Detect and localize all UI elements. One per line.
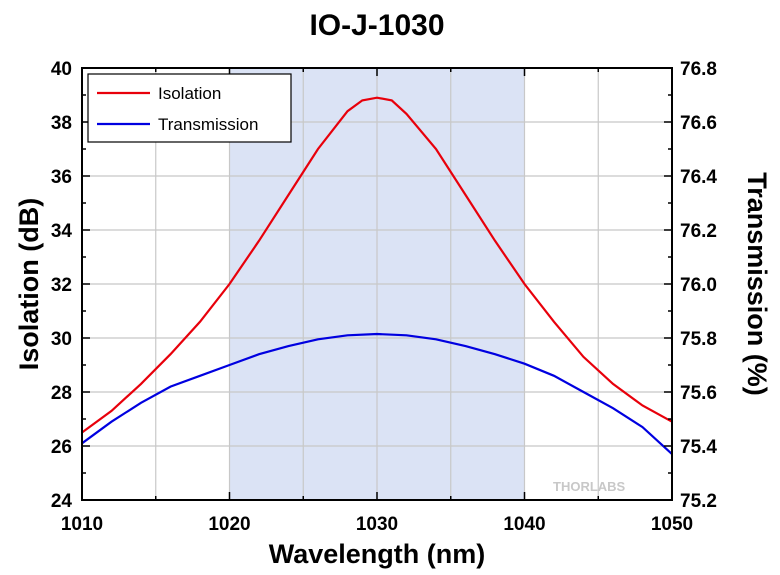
legend-label-isolation: Isolation [158,84,221,103]
y2-tick-label: 76.6 [680,113,717,134]
thorlabs-logo: THORLABS [553,479,626,494]
x-tick-label: 1040 [503,514,545,535]
y-tick-labels: 24 26 28 30 32 34 36 38 40 [51,59,73,512]
y-tick-label: 24 [51,491,73,512]
y2-tick-label: 76.2 [680,221,717,242]
series-line-isolation [81,96,673,434]
legend-box [87,73,292,143]
x-tick-label: 1020 [208,514,250,535]
y2-tick-label: 76.8 [680,59,717,80]
y2-tick-label: 75.8 [680,329,717,350]
x-axis-label: Wavelength (nm) [269,539,486,569]
y2-tick-label: 75.6 [680,383,717,404]
plot-frame [81,67,673,501]
x-tick-label: 1050 [651,514,693,535]
y-tick-label: 34 [51,221,73,242]
y-tick-label: 40 [51,59,72,80]
y-axis-label: Isolation (dB) [14,198,44,370]
x-tick-labels: 1010 1020 1030 1040 1050 [61,514,693,535]
grid [82,68,672,500]
y-tick-label: 30 [51,329,72,350]
y-tick-label: 36 [51,167,72,188]
y2-axis-label: Transmission (%) [742,172,772,396]
y-tick-label: 28 [51,383,72,404]
legend-label-transmission: Transmission [158,115,258,134]
y2-tick-label: 76.4 [680,167,717,188]
y-tick-label: 32 [51,275,72,296]
y2-tick-label: 76.0 [680,275,717,296]
series-line-transmission [81,332,673,455]
legend: Isolation Transmission [87,73,292,143]
y-tick-label: 38 [51,113,72,134]
y2-tick-label: 75.4 [680,437,717,458]
x-tick-label: 1030 [356,514,398,535]
x-tick-label: 1010 [61,514,103,535]
y2-tick-label: 75.2 [680,491,717,512]
y2-tick-labels: 75.2 75.4 75.6 75.8 76.0 76.2 76.4 76.6 76.8 [680,59,717,512]
y-tick-label: 26 [51,437,72,458]
chart-title: IO-J-1030 [309,9,444,42]
